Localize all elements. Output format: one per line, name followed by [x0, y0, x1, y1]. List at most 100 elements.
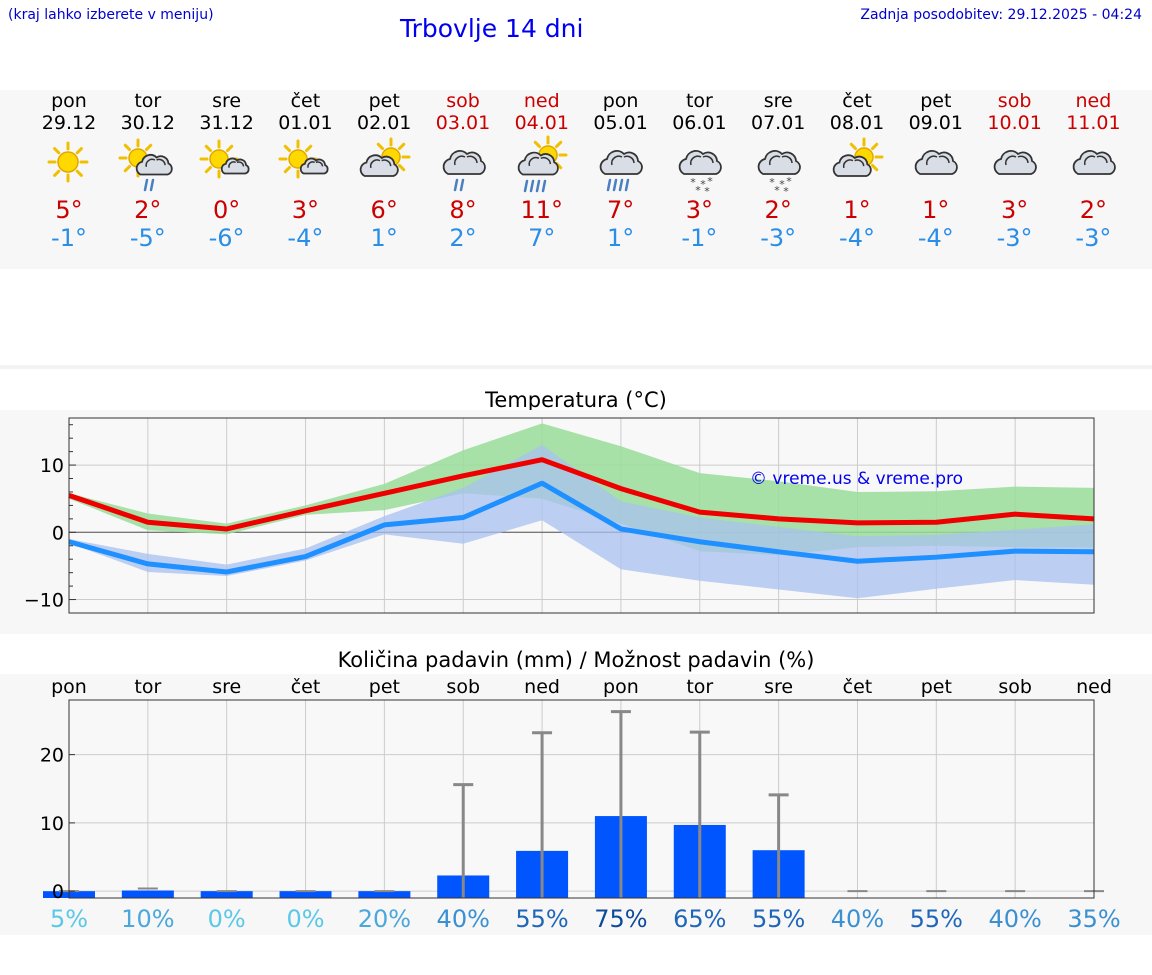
- day-name: pon: [51, 90, 87, 112]
- cloud-snow-icon: * * ** *: [757, 150, 801, 194]
- min-temp-line: [68, 480, 1095, 575]
- temp-max: 11°: [520, 196, 564, 224]
- y-tick-label: 10: [40, 813, 64, 835]
- day-column: pon 05.01 7° 1°: [581, 90, 660, 252]
- day-date: 03.01: [435, 112, 491, 134]
- max-temp-line: [68, 457, 1095, 532]
- temp-min: -3°: [1075, 224, 1112, 252]
- forecast-strip: [0, 90, 1152, 269]
- precip-probability: 65%: [673, 905, 726, 933]
- day-label: tor: [134, 676, 161, 698]
- svg-text:*: *: [779, 178, 785, 191]
- day-date: 06.01: [672, 112, 727, 134]
- day-label: sre: [764, 676, 793, 698]
- precip-probability: 40%: [988, 905, 1041, 933]
- day-name: sre: [212, 90, 242, 112]
- sun-cloud-icon: [199, 139, 250, 179]
- precip-probability: 0%: [286, 905, 324, 933]
- temp-max: 1°: [843, 196, 871, 224]
- precip-probability: 55%: [515, 905, 568, 933]
- day-label: pet: [921, 676, 952, 698]
- svg-text:*: *: [695, 184, 701, 194]
- precipitation-chart: pon tor sre čet pet sob ned pon tor sre čet pet sob n…: [40, 676, 1121, 933]
- temp-max: 2°: [1079, 196, 1108, 224]
- day-columns: pon 29.12 5° -1° tor 30.12 2° -5° sre 31.12 0° -6° č…: [0, 90, 1152, 269]
- plot-frame: [68, 417, 1095, 614]
- cloud-icon: [1072, 150, 1116, 175]
- precip-probability: 40%: [437, 905, 490, 933]
- location-menu-hint[interactable]: (kraj lahko izberete v meniju): [8, 7, 214, 23]
- day-column: sre 31.12 0° -6°: [187, 90, 266, 252]
- temp-min: 1°: [606, 224, 635, 252]
- day-date: 07.01: [750, 112, 806, 134]
- precip-probability: 10%: [121, 905, 174, 933]
- day-name: sre: [763, 90, 793, 112]
- day-column: sob 10.01 3° -3°: [975, 90, 1054, 252]
- day-name: ned: [1075, 90, 1112, 112]
- precipitation-chart-title: Količina padavin (mm) / Možnost padavin …: [337, 648, 815, 672]
- temp-min: -3°: [996, 224, 1033, 252]
- precip-probability: 35%: [1067, 905, 1120, 933]
- temperature-chart: −10 0 10 © vreme.us & vreme.pro: [24, 417, 1095, 614]
- precip-bar: [121, 890, 174, 898]
- day-date: 29.12: [41, 112, 97, 134]
- divider: [0, 365, 1152, 369]
- cloud-heavy-rain-icon: [599, 150, 643, 192]
- day-label: čet: [843, 676, 873, 698]
- precip-probability: 0%: [208, 905, 246, 933]
- svg-text:*: *: [783, 185, 789, 194]
- day-date: 01.01: [278, 112, 333, 134]
- plot-frame: [68, 699, 1095, 899]
- temp-min: 7°: [528, 224, 556, 252]
- cloud-rain-icon: [442, 150, 486, 192]
- precip-probability: 75%: [594, 905, 647, 933]
- temp-min: -4°: [839, 224, 875, 252]
- temp-min: -4°: [917, 224, 954, 252]
- day-date: 04.01: [514, 112, 569, 134]
- svg-text:*: *: [700, 178, 706, 191]
- day-label: tor: [686, 676, 713, 698]
- precip-probability: 40%: [831, 905, 884, 933]
- day-column: tor 06.01 * * * * * 3° -1°: [660, 90, 739, 252]
- svg-text:*: *: [690, 176, 696, 189]
- day-date: 02.01: [356, 112, 412, 134]
- temp-min: -5°: [129, 224, 166, 252]
- day-name: čet: [290, 90, 321, 112]
- precip-probability: 55%: [752, 905, 805, 933]
- y-tick-label: 10: [40, 455, 64, 477]
- day-column: sob 03.01 8° 2°: [424, 90, 503, 252]
- day-column: čet 08.01 1° -4°: [818, 90, 897, 252]
- temp-max: 5°: [55, 196, 83, 224]
- day-date: 30.12: [120, 112, 175, 134]
- day-column: ned 04.01 11° 7°: [502, 90, 581, 252]
- day-date: 09.01: [908, 112, 963, 134]
- day-column: tor 30.12 2° -5°: [108, 90, 187, 252]
- svg-text:*: *: [769, 176, 775, 189]
- temp-min: 1°: [370, 224, 398, 252]
- day-date: 11.01: [1066, 112, 1121, 134]
- svg-text:*: *: [707, 175, 713, 188]
- day-column: pet 09.01 1° -4°: [896, 90, 975, 252]
- day-name: pon: [602, 90, 639, 112]
- plot-area: [69, 700, 1094, 898]
- temp-max: 2°: [764, 196, 792, 224]
- temp-min: -1°: [51, 224, 87, 252]
- temp-max: 0°: [212, 196, 241, 224]
- cloud-sun-icon: [359, 137, 411, 177]
- precip-bar: [279, 891, 332, 898]
- precip-probability: 5%: [50, 905, 88, 933]
- svg-text:*: *: [704, 185, 710, 194]
- sun-cloud-icon: [278, 139, 329, 179]
- temp-min: -4°: [287, 224, 324, 252]
- day-label: čet: [291, 676, 321, 698]
- day-column: čet 01.01 3° -4°: [266, 90, 345, 252]
- cloud-sun-icon: [832, 137, 883, 177]
- day-name: čet: [842, 90, 872, 112]
- day-name: pet: [920, 90, 952, 112]
- day-name: pet: [368, 90, 400, 112]
- day-name: sob: [446, 90, 480, 112]
- day-column: pon 29.12 5° -1°: [30, 90, 109, 252]
- y-tick-label: 20: [40, 745, 64, 767]
- day-label: pet: [369, 676, 400, 698]
- day-label: ned: [1076, 676, 1112, 698]
